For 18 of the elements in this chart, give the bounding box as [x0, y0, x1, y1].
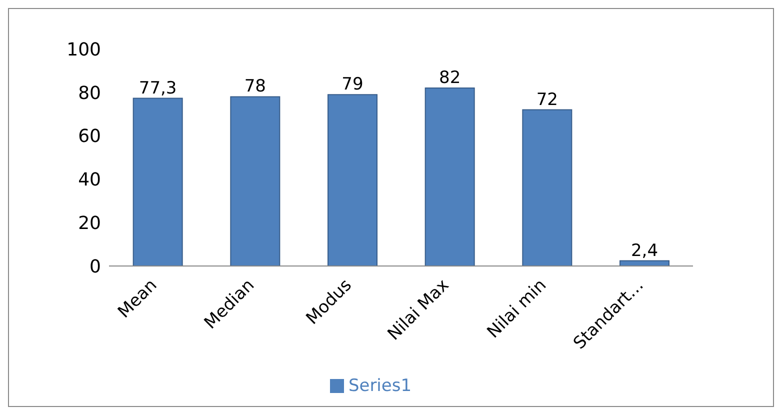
- bar: [522, 109, 572, 266]
- data-label: 78: [244, 76, 266, 97]
- y-tick-label: 20: [78, 212, 101, 234]
- bar: [424, 88, 475, 266]
- y-tick-label: 0: [90, 256, 101, 278]
- bar: [230, 96, 280, 266]
- legend-label: Series1: [348, 376, 412, 396]
- data-label: 2,4: [630, 240, 658, 261]
- y-tick-label: 40: [78, 170, 101, 191]
- data-label: 72: [536, 90, 558, 110]
- y-tick-label: 100: [66, 39, 101, 60]
- data-label: 77,3: [138, 78, 177, 98]
- y-tick-label: 60: [78, 126, 101, 148]
- data-label: 82: [439, 68, 461, 88]
- data-label: 79: [342, 74, 364, 95]
- bar: [132, 98, 183, 266]
- bar: [328, 94, 378, 266]
- y-tick-label: 80: [78, 82, 101, 104]
